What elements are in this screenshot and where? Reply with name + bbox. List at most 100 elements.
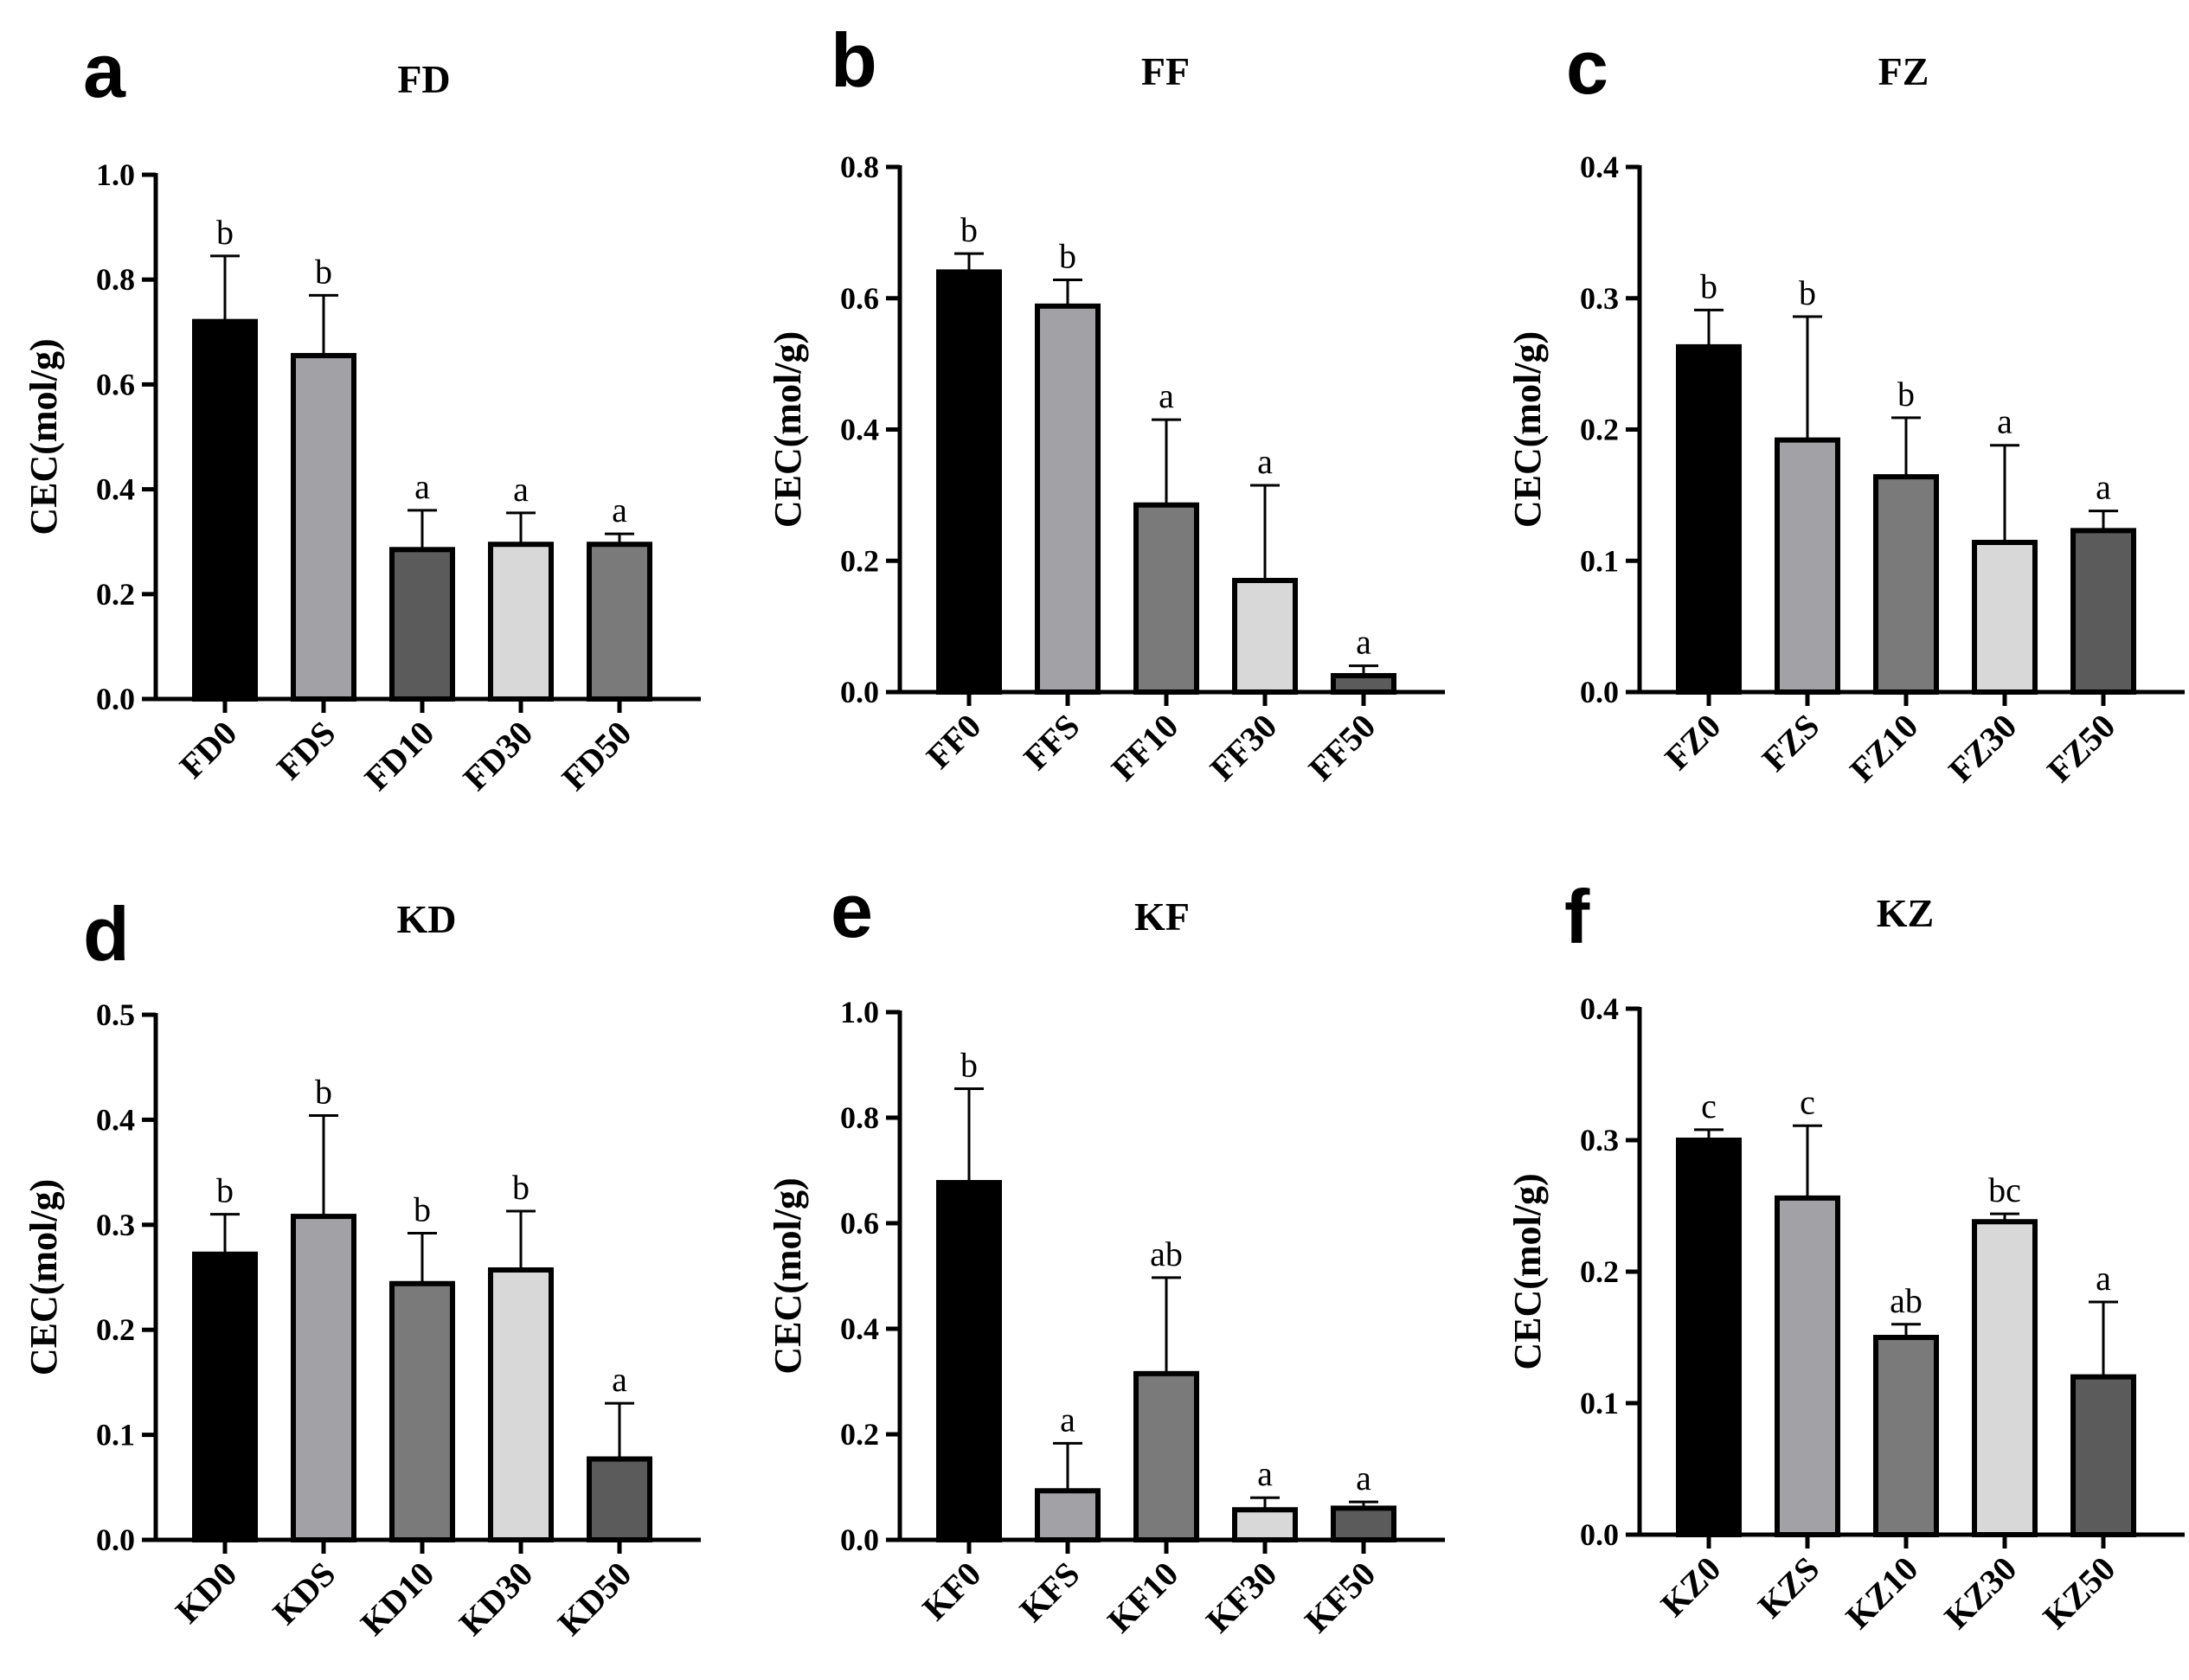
y-tick-label: 0.4 <box>96 1102 135 1137</box>
significance-label: a <box>2096 468 2111 507</box>
significance-label: ab <box>1150 1234 1183 1273</box>
y-tick-label: 0.1 <box>1580 543 1619 578</box>
significance-label: b <box>315 1073 332 1112</box>
y-tick-label: 0.2 <box>840 1417 879 1452</box>
y-tick-label: 0.4 <box>840 413 879 447</box>
bar-FF0 <box>936 269 1002 695</box>
y-tick-label: 0.8 <box>840 1100 879 1135</box>
bar-KDS <box>291 1214 356 1542</box>
significance-label: b <box>216 213 234 252</box>
y-tick-label: 0.6 <box>840 281 879 316</box>
y-tick-label: 0.1 <box>1580 1386 1619 1420</box>
significance-label: a <box>1257 442 1273 481</box>
x-tick-label: FZ10 <box>1842 707 1925 790</box>
significance-label: c <box>1800 1082 1815 1121</box>
panel-letter: a <box>83 28 126 113</box>
x-tick-label: KF0 <box>915 1555 988 1628</box>
bar-KZ10 <box>1873 1335 1939 1537</box>
bar-KF50 <box>1331 1505 1396 1543</box>
x-tick-label: FD50 <box>555 714 639 798</box>
x-tick-label: KZS <box>1750 1549 1826 1625</box>
y-axis-label: CEC(mol/g) <box>1506 331 1549 528</box>
chart-panel-b: b FF CEC(mol/g) 0.0 0.2 0.4 0.6 0.8 b FF0 b FFS a FF1… <box>767 17 1445 788</box>
x-tick-label: FZS <box>1755 707 1827 779</box>
x-tick-label: KZ10 <box>1838 1549 1925 1637</box>
bar-FD0 <box>192 318 258 702</box>
y-tick-label: 0.4 <box>840 1311 879 1346</box>
significance-label: b <box>216 1171 234 1210</box>
x-tick-label: KDS <box>265 1555 343 1632</box>
bar-FF30 <box>1232 578 1298 696</box>
y-tick-label: 0.6 <box>840 1206 879 1241</box>
significance-label: b <box>1799 273 1816 312</box>
chart-panel-d: d KD CEC(mol/g) 0.0 0.1 0.2 0.3 0.4 0.5 b KD0 b KDS b… <box>22 891 701 1643</box>
x-tick-label: FDS <box>269 714 343 787</box>
bar-KD10 <box>389 1280 455 1543</box>
y-tick-label: 0.0 <box>1580 675 1619 709</box>
y-tick-label: 0.0 <box>1580 1517 1619 1552</box>
panel-letter: e <box>831 868 873 953</box>
significance-label: b <box>960 1045 978 1084</box>
x-tick-label: FF0 <box>919 707 989 777</box>
chart-title: FF <box>1141 49 1190 93</box>
bar-KZ0 <box>1676 1138 1742 1537</box>
significance-label: b <box>414 1190 431 1229</box>
bar-KF0 <box>936 1180 1002 1543</box>
significance-label: ab <box>1890 1281 1923 1320</box>
chart-title: FD <box>397 57 450 101</box>
y-tick-label: 0.4 <box>96 472 135 507</box>
significance-label: a <box>1060 1400 1075 1439</box>
chart-title: KD <box>397 897 457 941</box>
x-tick-label: FD10 <box>357 714 442 798</box>
y-tick-label: 1.0 <box>840 995 879 1029</box>
x-tick-label: KZ30 <box>1936 1549 2024 1637</box>
bar-FZ0 <box>1676 343 1742 695</box>
y-tick-label: 0.2 <box>96 1312 135 1347</box>
significance-label: b <box>1897 375 1915 414</box>
bar-KZS <box>1775 1195 1840 1537</box>
y-tick-label: 0.3 <box>1580 281 1619 316</box>
bar-KD50 <box>587 1456 652 1542</box>
panel-letter: c <box>1566 24 1608 110</box>
bar-KZ50 <box>2070 1374 2136 1537</box>
panel-letter: f <box>1564 874 1590 959</box>
bar-KFS <box>1035 1488 1101 1543</box>
significance-label: a <box>1997 402 2012 441</box>
x-tick-label: KD10 <box>353 1555 442 1644</box>
x-tick-label: KD0 <box>168 1555 244 1631</box>
x-tick-label: KZ50 <box>2035 1549 2122 1637</box>
chart-title: KF <box>1134 895 1190 939</box>
x-tick-label: FF50 <box>1301 707 1383 789</box>
x-tick-label: KF30 <box>1198 1555 1284 1640</box>
x-tick-label: KD50 <box>550 1555 639 1644</box>
significance-label: a <box>513 470 529 509</box>
chart-panel-c: c FZ CEC(mol/g) 0.0 0.1 0.2 0.3 0.4 b FZ0 b FZS b FZ1… <box>1506 24 2185 790</box>
y-axis-label: CEC(mol/g) <box>22 1179 65 1375</box>
bar-KD0 <box>192 1251 258 1542</box>
y-tick-label: 0.3 <box>96 1208 135 1242</box>
y-tick-label: 0.6 <box>96 367 135 401</box>
chart-panel-a: a FD CEC(mol/g) 0.0 0.2 0.4 0.6 0.8 1.0 b FD0 b FDS a… <box>22 28 701 798</box>
y-tick-label: 0.8 <box>840 150 879 184</box>
bar-FZS <box>1775 437 1840 695</box>
y-tick-label: 0.0 <box>96 1523 135 1557</box>
chart-title: FZ <box>1878 49 1929 93</box>
y-tick-label: 1.0 <box>96 157 135 192</box>
bar-FDS <box>291 353 356 702</box>
y-tick-label: 0.1 <box>96 1418 135 1452</box>
chart-panel-e: e KF CEC(mol/g) 0.0 0.2 0.4 0.6 0.8 1.0 b KF0 a KFS a… <box>767 868 1445 1640</box>
y-axis-label: CEC(mol/g) <box>1506 1173 1549 1369</box>
bar-FD50 <box>587 542 652 702</box>
y-tick-label: 0.4 <box>1580 991 1619 1026</box>
y-tick-label: 0.5 <box>96 997 135 1032</box>
significance-label: a <box>414 467 430 506</box>
x-tick-label: KF10 <box>1100 1555 1185 1640</box>
chart-title: KZ <box>1877 891 1934 935</box>
chart-panel-f: f KZ CEC(mol/g) 0.0 0.1 0.2 0.3 0.4 c KZ0 c KZS ab KZ… <box>1506 874 2185 1637</box>
significance-label: a <box>1356 623 1371 662</box>
y-tick-label: 0.3 <box>1580 1123 1619 1157</box>
significance-label: a <box>1257 1454 1273 1493</box>
significance-label: a <box>612 1360 627 1399</box>
bar-FF50 <box>1331 673 1396 695</box>
x-tick-label: KD30 <box>452 1555 541 1644</box>
